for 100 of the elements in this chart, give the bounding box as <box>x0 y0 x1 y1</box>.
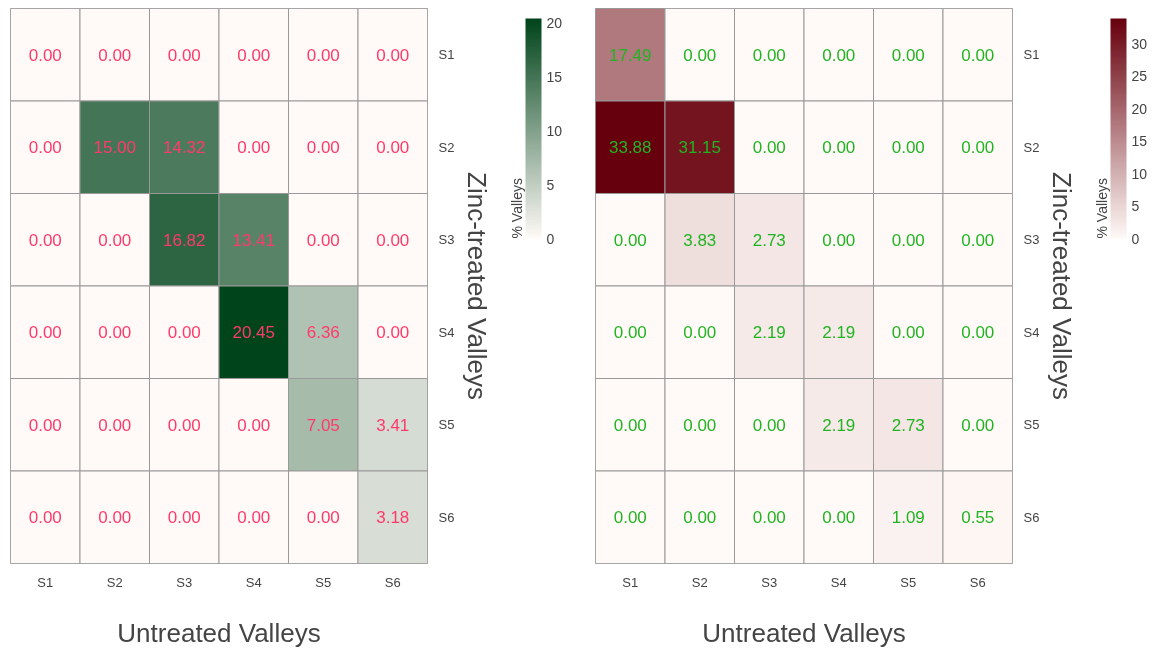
x-tick-label: S2 <box>106 574 123 590</box>
x-tick-label: S6 <box>969 574 986 590</box>
color-bar-label: 20 <box>546 15 563 32</box>
color-bar-label: 15 <box>546 69 563 86</box>
data-label: 0.00 <box>822 45 856 65</box>
data-label: 6.36 <box>306 323 340 343</box>
x-axis-title: Untreated Valleys <box>117 617 321 648</box>
y-tick-label: S5 <box>438 417 455 433</box>
data-label: 0.00 <box>613 508 647 528</box>
y-tick-label: S6 <box>438 509 455 525</box>
data-label: 0.00 <box>98 508 132 528</box>
y-tick-label: S2 <box>1023 139 1040 155</box>
data-label: 0.00 <box>28 415 62 435</box>
data-label: 0.00 <box>961 415 995 435</box>
data-label: 0.00 <box>376 323 410 343</box>
data-label: 0.00 <box>822 230 856 250</box>
x-tick-label: S4 <box>830 574 847 590</box>
color-bar-label: 15 <box>1131 133 1148 150</box>
data-label: 0.00 <box>752 508 786 528</box>
color-bar-label: 10 <box>546 122 563 139</box>
color-bar-label: 5 <box>1131 198 1140 215</box>
data-label: 3.41 <box>376 415 410 435</box>
x-tick-label: S5 <box>315 574 332 590</box>
x-tick-label: S1 <box>622 574 639 590</box>
data-label: 0.00 <box>376 45 410 65</box>
y2-axis-title: Zinc-treated Valleys <box>462 172 493 400</box>
data-label: 0.00 <box>891 323 925 343</box>
y-tick-label: S4 <box>1023 324 1040 340</box>
data-label: 0.00 <box>28 323 62 343</box>
data-label: 0.00 <box>822 138 856 158</box>
data-label: 2.19 <box>752 323 786 343</box>
data-label: 0.00 <box>891 230 925 250</box>
data-label: 0.00 <box>237 508 271 528</box>
data-label: 0.00 <box>167 508 201 528</box>
x-tick-label: S6 <box>384 574 401 590</box>
data-label: 0.00 <box>306 45 340 65</box>
data-label: 0.00 <box>306 508 340 528</box>
y-tick-label: S1 <box>438 47 455 63</box>
data-label: 0.55 <box>961 508 995 528</box>
data-label: 0.00 <box>98 415 132 435</box>
data-label: 15.00 <box>93 138 137 158</box>
y-tick-label: S5 <box>1023 417 1040 433</box>
data-label: 1.09 <box>891 508 925 528</box>
data-label: 0.00 <box>167 323 201 343</box>
data-label: 0.00 <box>683 508 717 528</box>
color-bar-label: 5 <box>546 176 555 193</box>
data-label: 0.00 <box>752 415 786 435</box>
color-bar-label: 25 <box>1131 68 1148 85</box>
data-label: 0.00 <box>98 323 132 343</box>
y-tick-label: S3 <box>1023 232 1040 248</box>
data-label: 0.00 <box>237 415 271 435</box>
data-label: 0.00 <box>752 138 786 158</box>
data-label: 2.73 <box>752 230 786 250</box>
x-tick-label: S1 <box>37 574 54 590</box>
data-label: 13.41 <box>232 230 276 250</box>
data-label: 2.19 <box>822 415 856 435</box>
x-tick-label: S4 <box>245 574 262 590</box>
data-label: 0.00 <box>613 415 647 435</box>
color-bar-title: % Valleys <box>508 178 525 239</box>
data-label: 0.00 <box>961 323 995 343</box>
data-label: 0.00 <box>822 508 856 528</box>
data-label: 0.00 <box>167 45 201 65</box>
data-label: 3.18 <box>376 508 410 528</box>
data-label: 0.00 <box>891 138 925 158</box>
data-label: 0.00 <box>98 45 132 65</box>
color-bar-label: 30 <box>1131 35 1148 52</box>
y-tick-label: S3 <box>438 232 455 248</box>
y-tick-label: S2 <box>438 139 455 155</box>
x-tick-label: S3 <box>176 574 193 590</box>
data-label: 16.82 <box>162 230 206 250</box>
data-label: 0.00 <box>306 138 340 158</box>
data-label: 0.00 <box>961 138 995 158</box>
y-tick-label: S4 <box>438 324 455 340</box>
data-label: 0.00 <box>28 138 62 158</box>
data-label: 0.00 <box>613 323 647 343</box>
data-label: 0.00 <box>28 230 62 250</box>
data-label: 17.49 <box>608 45 652 65</box>
data-label: 0.00 <box>961 45 995 65</box>
data-label: 0.00 <box>683 323 717 343</box>
color-bar-title: % Valleys <box>1093 178 1110 239</box>
data-label: 2.19 <box>822 323 856 343</box>
x-tick-label: S3 <box>761 574 778 590</box>
data-label: 3.83 <box>683 230 717 250</box>
data-label: 0.00 <box>613 230 647 250</box>
color-bar-label: 0 <box>1131 230 1140 247</box>
data-label: 0.00 <box>376 230 410 250</box>
data-label: 0.00 <box>683 415 717 435</box>
y2-axis-title: Zinc-treated Valleys <box>1047 172 1078 400</box>
data-label: 0.00 <box>306 230 340 250</box>
y-tick-label: S6 <box>1023 509 1040 525</box>
data-label: 0.00 <box>376 138 410 158</box>
data-label: 33.88 <box>608 138 652 158</box>
x-axis-title: Untreated Valleys <box>702 617 906 648</box>
data-label: 31.15 <box>678 138 722 158</box>
data-label: 0.00 <box>28 45 62 65</box>
color-bar-label: 20 <box>1131 100 1148 117</box>
color-bar-label: 10 <box>1131 165 1148 182</box>
data-label: 0.00 <box>752 45 786 65</box>
data-label: 0.00 <box>98 230 132 250</box>
data-label: 2.73 <box>891 415 925 435</box>
